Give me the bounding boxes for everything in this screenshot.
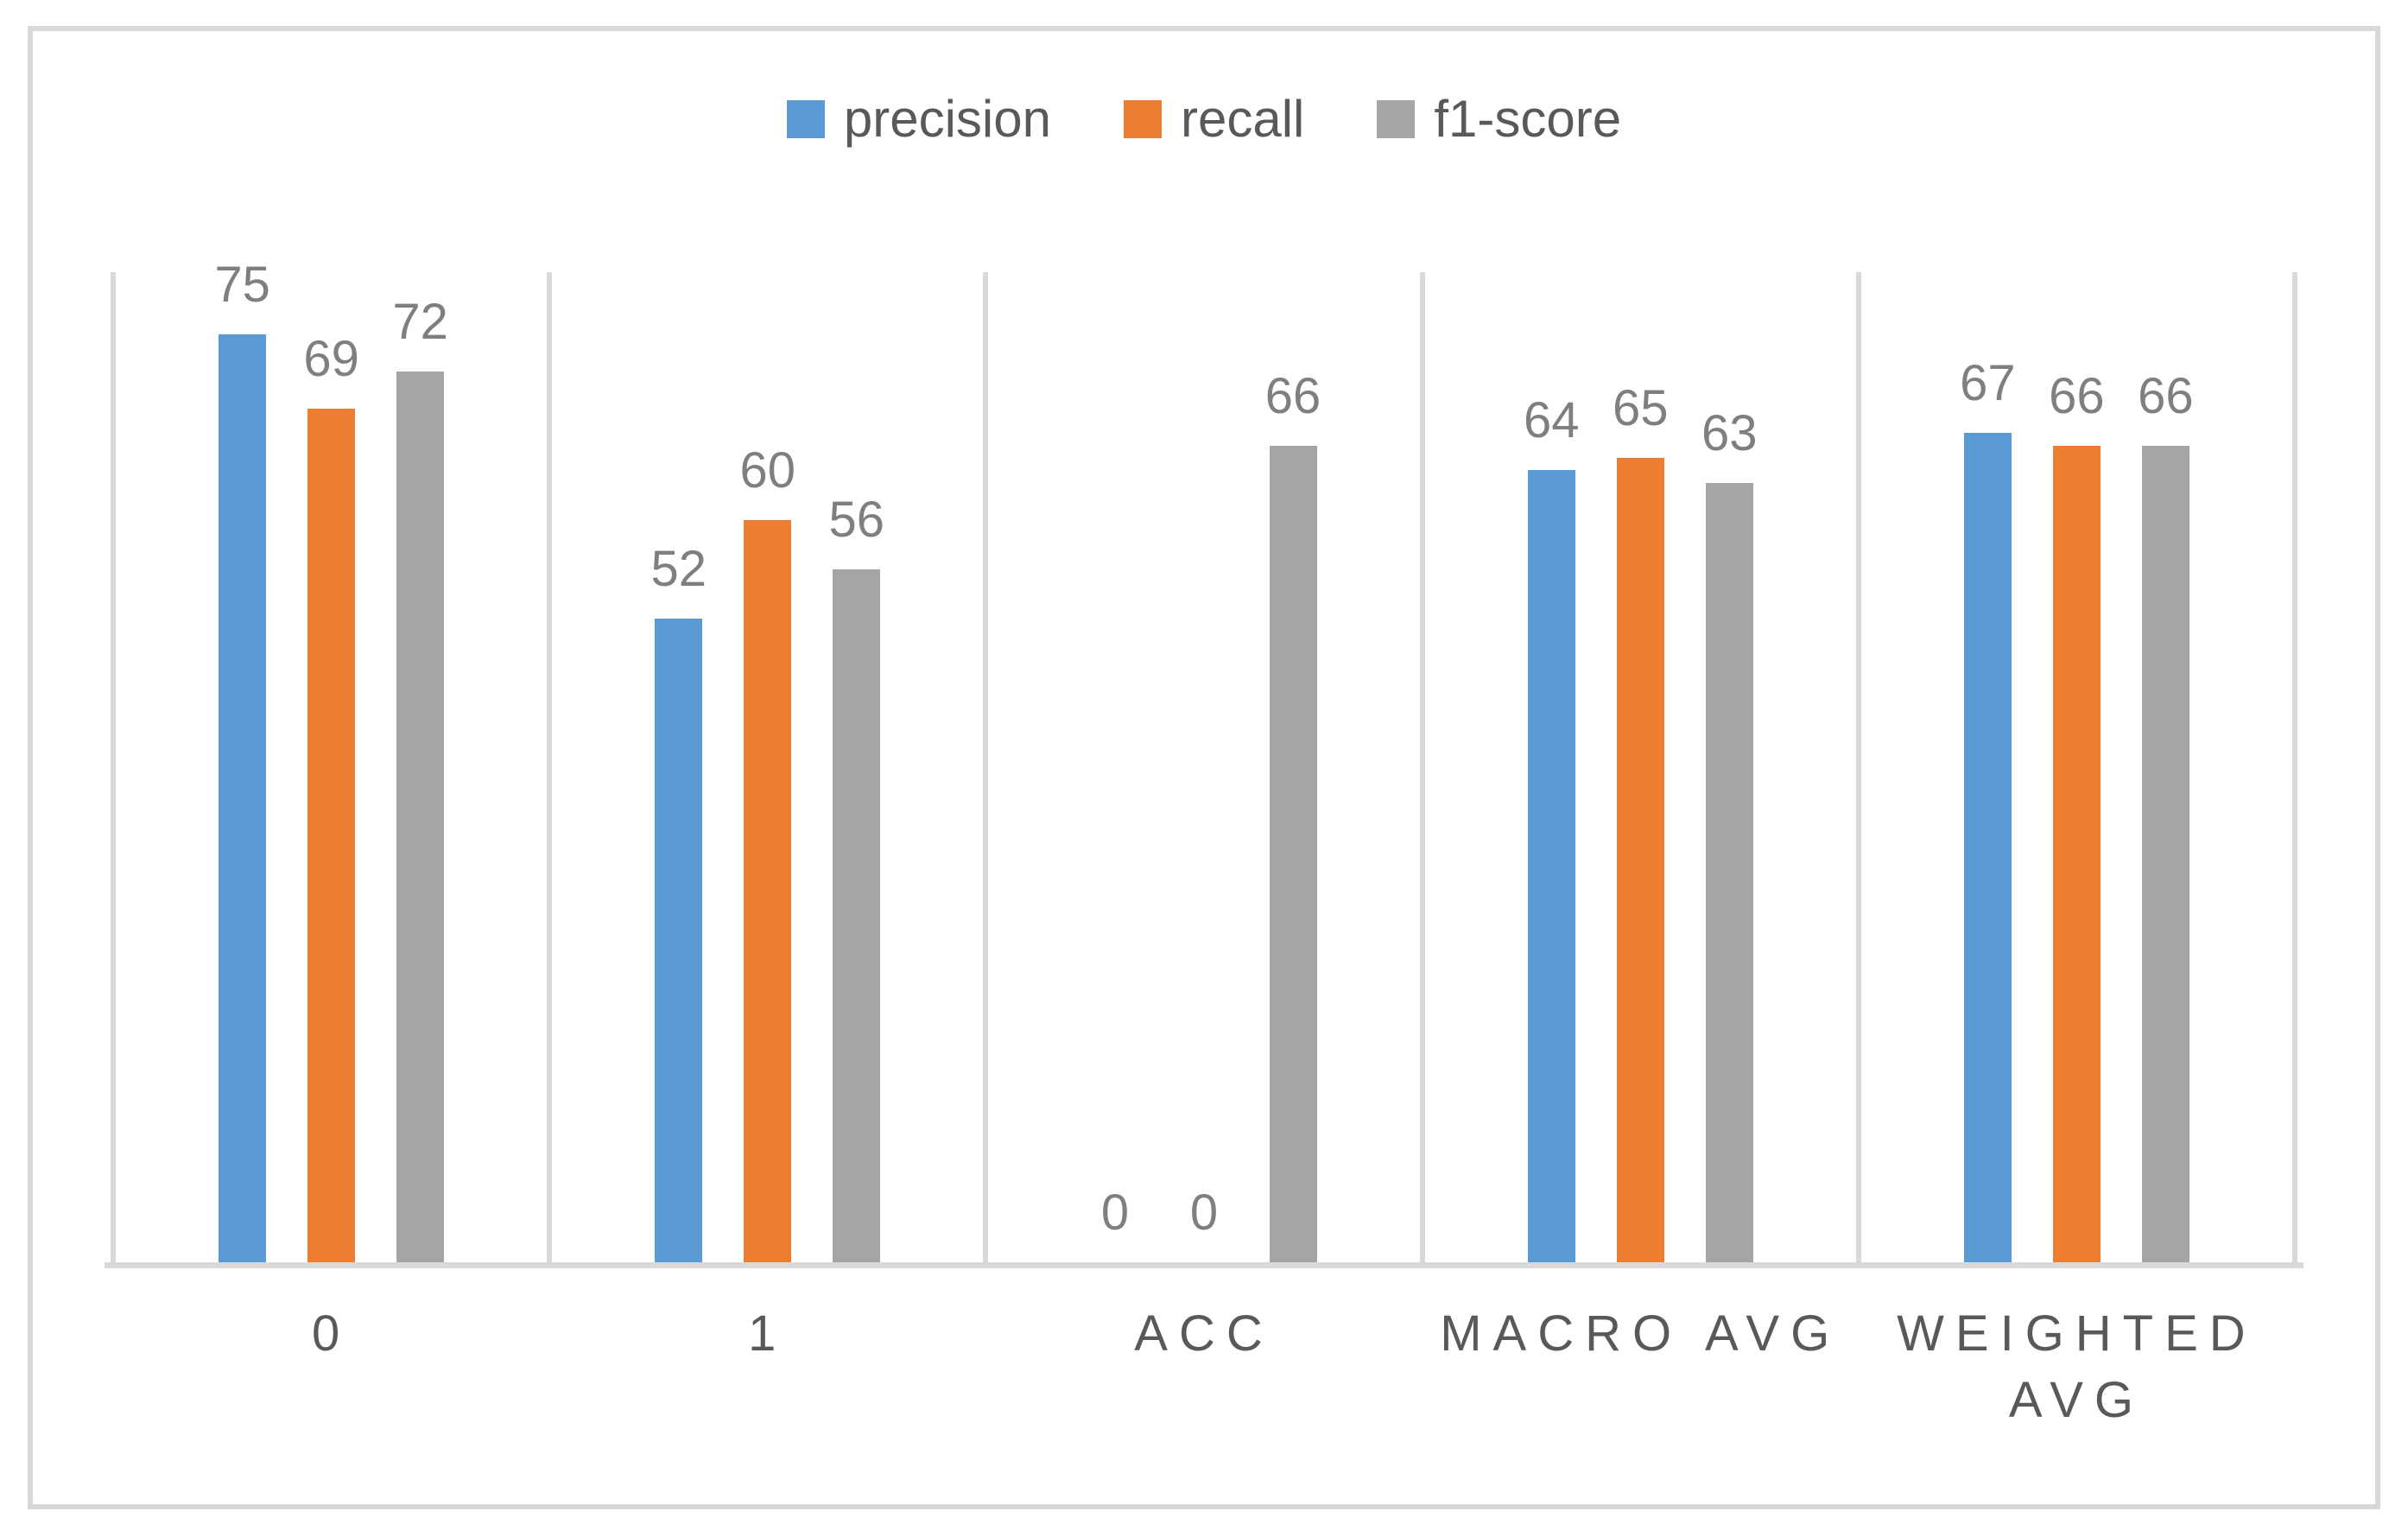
bar-precision: 52: [651, 544, 707, 1262]
bar-group-weighted-avg: 67 66 66: [1859, 272, 2295, 1262]
bar-value-label: 0: [1100, 1185, 1130, 1241]
bar-recall: 69: [303, 333, 359, 1262]
legend-item-f1-score: f1-score: [1377, 93, 1621, 145]
bar-value-label: 63: [1701, 404, 1758, 461]
bar-value-label: 67: [1960, 355, 2016, 412]
chart-legend: precision recall f1-score: [0, 93, 2408, 145]
bar-recall: 60: [740, 445, 795, 1262]
vertical-gridline: [547, 272, 553, 1262]
bar-recall: 65: [1613, 383, 1668, 1262]
bar-precision: 67: [1960, 359, 2016, 1262]
bar-group-1: 52 60 56: [549, 272, 985, 1262]
bar-value-label: 65: [1612, 379, 1669, 436]
plot-area: 75 69 72 52 60 56 0 0 66 64 65 63 67 66 66: [105, 259, 2303, 1268]
category-axis-labels: 0 1 ACC MACRO AVG WEIGHTED AVG: [113, 1301, 2295, 1433]
bar-f1-score: 72: [392, 296, 448, 1262]
category-label-0: 0: [311, 1305, 352, 1362]
bar-f1-score: 66: [1265, 371, 1321, 1262]
bar-value-label: 72: [392, 293, 448, 350]
bar-value-label: 66: [2049, 367, 2105, 424]
bar-value-label: 52: [650, 541, 707, 598]
vertical-gridline: [2292, 272, 2297, 1262]
bar-value-label: 66: [2138, 367, 2194, 424]
category-label-weighted-avg: WEIGHTED AVG: [1897, 1305, 2257, 1428]
legend-label: recall: [1180, 90, 1305, 148]
bar-f1-score: 63: [1701, 408, 1757, 1262]
legend-swatch-icon: [1123, 100, 1162, 138]
bar-value-label: 56: [828, 491, 885, 548]
legend-label: f1-score: [1434, 90, 1622, 148]
bar-recall: 66: [2049, 371, 2105, 1262]
legend-item-recall: recall: [1123, 90, 1305, 148]
category-label-acc: ACC: [1134, 1305, 1274, 1362]
bar-group-0: 75 69 72: [113, 259, 549, 1262]
vertical-gridline: [111, 272, 116, 1262]
bar-group-macro-avg: 64 65 63: [1423, 272, 1859, 1262]
bar-value-label: 60: [739, 441, 796, 499]
bar-group-acc: 0 0 66: [985, 272, 1422, 1262]
bar-value-label: 64: [1523, 392, 1580, 449]
bar-value-label: 0: [1189, 1185, 1219, 1241]
vertical-gridline: [1419, 272, 1425, 1262]
category-label-1: 1: [748, 1305, 788, 1362]
legend-swatch-icon: [1377, 100, 1416, 138]
x-axis-line: [105, 1262, 2303, 1268]
legend-swatch-icon: [786, 100, 825, 138]
legend-item-precision: precision: [786, 90, 1051, 148]
category-label-macro-avg: MACRO AVG: [1440, 1305, 1841, 1362]
bar-value-label: 66: [1264, 367, 1321, 424]
vertical-gridline: [1855, 272, 1861, 1262]
bar-value-label: 69: [303, 330, 359, 387]
bar-value-label: 75: [214, 256, 270, 313]
legend-label: precision: [843, 90, 1051, 148]
bar-precision: 75: [214, 259, 270, 1262]
vertical-gridline: [983, 272, 989, 1262]
bar-f1-score: 56: [829, 494, 884, 1262]
bar-groups: 75 69 72 52 60 56 0 0 66 64 65 63 67 66 66: [113, 259, 2295, 1262]
bar-f1-score: 66: [2138, 371, 2194, 1262]
bar-precision: 64: [1524, 396, 1579, 1262]
